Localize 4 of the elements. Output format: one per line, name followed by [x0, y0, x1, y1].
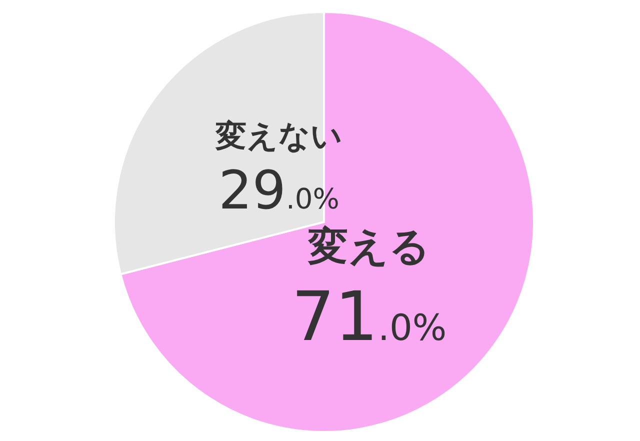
- data-label: 71.0%: [291, 278, 447, 357]
- slice-label: 変えない: [214, 118, 342, 154]
- data-label: 29.0%: [218, 160, 340, 222]
- slice-label: 変える: [307, 224, 430, 270]
